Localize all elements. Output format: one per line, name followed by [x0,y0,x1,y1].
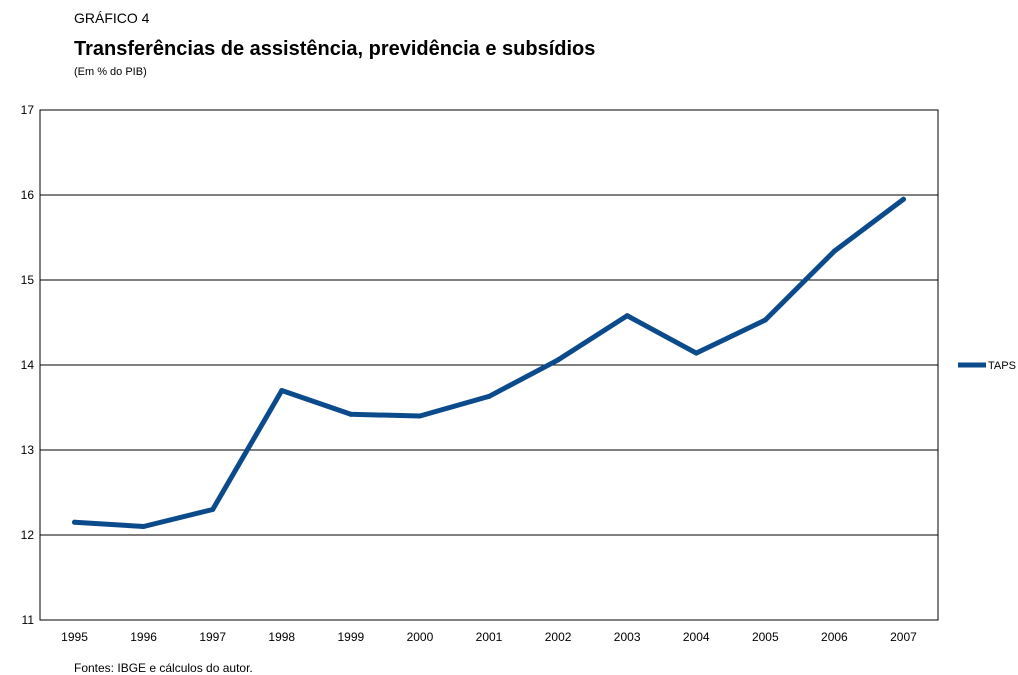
data-point [279,388,285,393]
x-tick-label: 2004 [683,630,710,644]
data-point [693,350,699,356]
x-tick-label: 2005 [752,630,779,644]
data-point [486,393,492,399]
x-tick-label: 1999 [337,630,364,644]
x-tick-label: 2000 [407,630,434,644]
series-line-taps [72,196,906,529]
source-note: Fontes: IBGE e cálculos do autor. [74,661,253,675]
y-tick-label: 16 [21,188,35,202]
chart-label: GRÁFICO 4 [74,10,150,26]
data-point [210,507,216,512]
y-tick-label: 14 [21,358,35,372]
data-point [417,413,423,419]
x-tick-label: 1996 [130,630,157,644]
x-tick-label: 2001 [476,630,503,644]
data-point [348,411,354,417]
data-point [900,196,906,202]
y-tick-label: 17 [21,103,35,117]
y-tick-label: 15 [21,273,35,287]
y-tick-label: 13 [21,443,35,457]
chart-title: Transferências de assistência, previdênc… [74,38,596,60]
data-point [831,248,837,254]
y-tick-label: 12 [21,528,35,542]
data-point [624,313,630,319]
data-point [72,519,78,525]
x-tick-label: 2003 [614,630,641,644]
x-tick-label: 1997 [199,630,226,644]
line-chart: 11 12 13 14 15 16 17 1995 1996 1997 1998 1999 2000 2… [21,103,1016,644]
x-tick-label: 2006 [821,630,848,644]
plot-frame [39,109,939,621]
chart-unit: (Em % do PIB) [74,66,147,78]
y-tick-label: 11 [22,613,35,627]
x-tick-label: 1998 [268,630,295,644]
x-tick-label: 2002 [545,630,572,644]
data-point [762,317,768,323]
legend-label: TAPS [988,360,1016,372]
data-point [141,524,147,529]
x-tick-label: 2007 [890,630,917,644]
x-tick-label: 1995 [61,630,88,644]
data-point [555,357,561,363]
